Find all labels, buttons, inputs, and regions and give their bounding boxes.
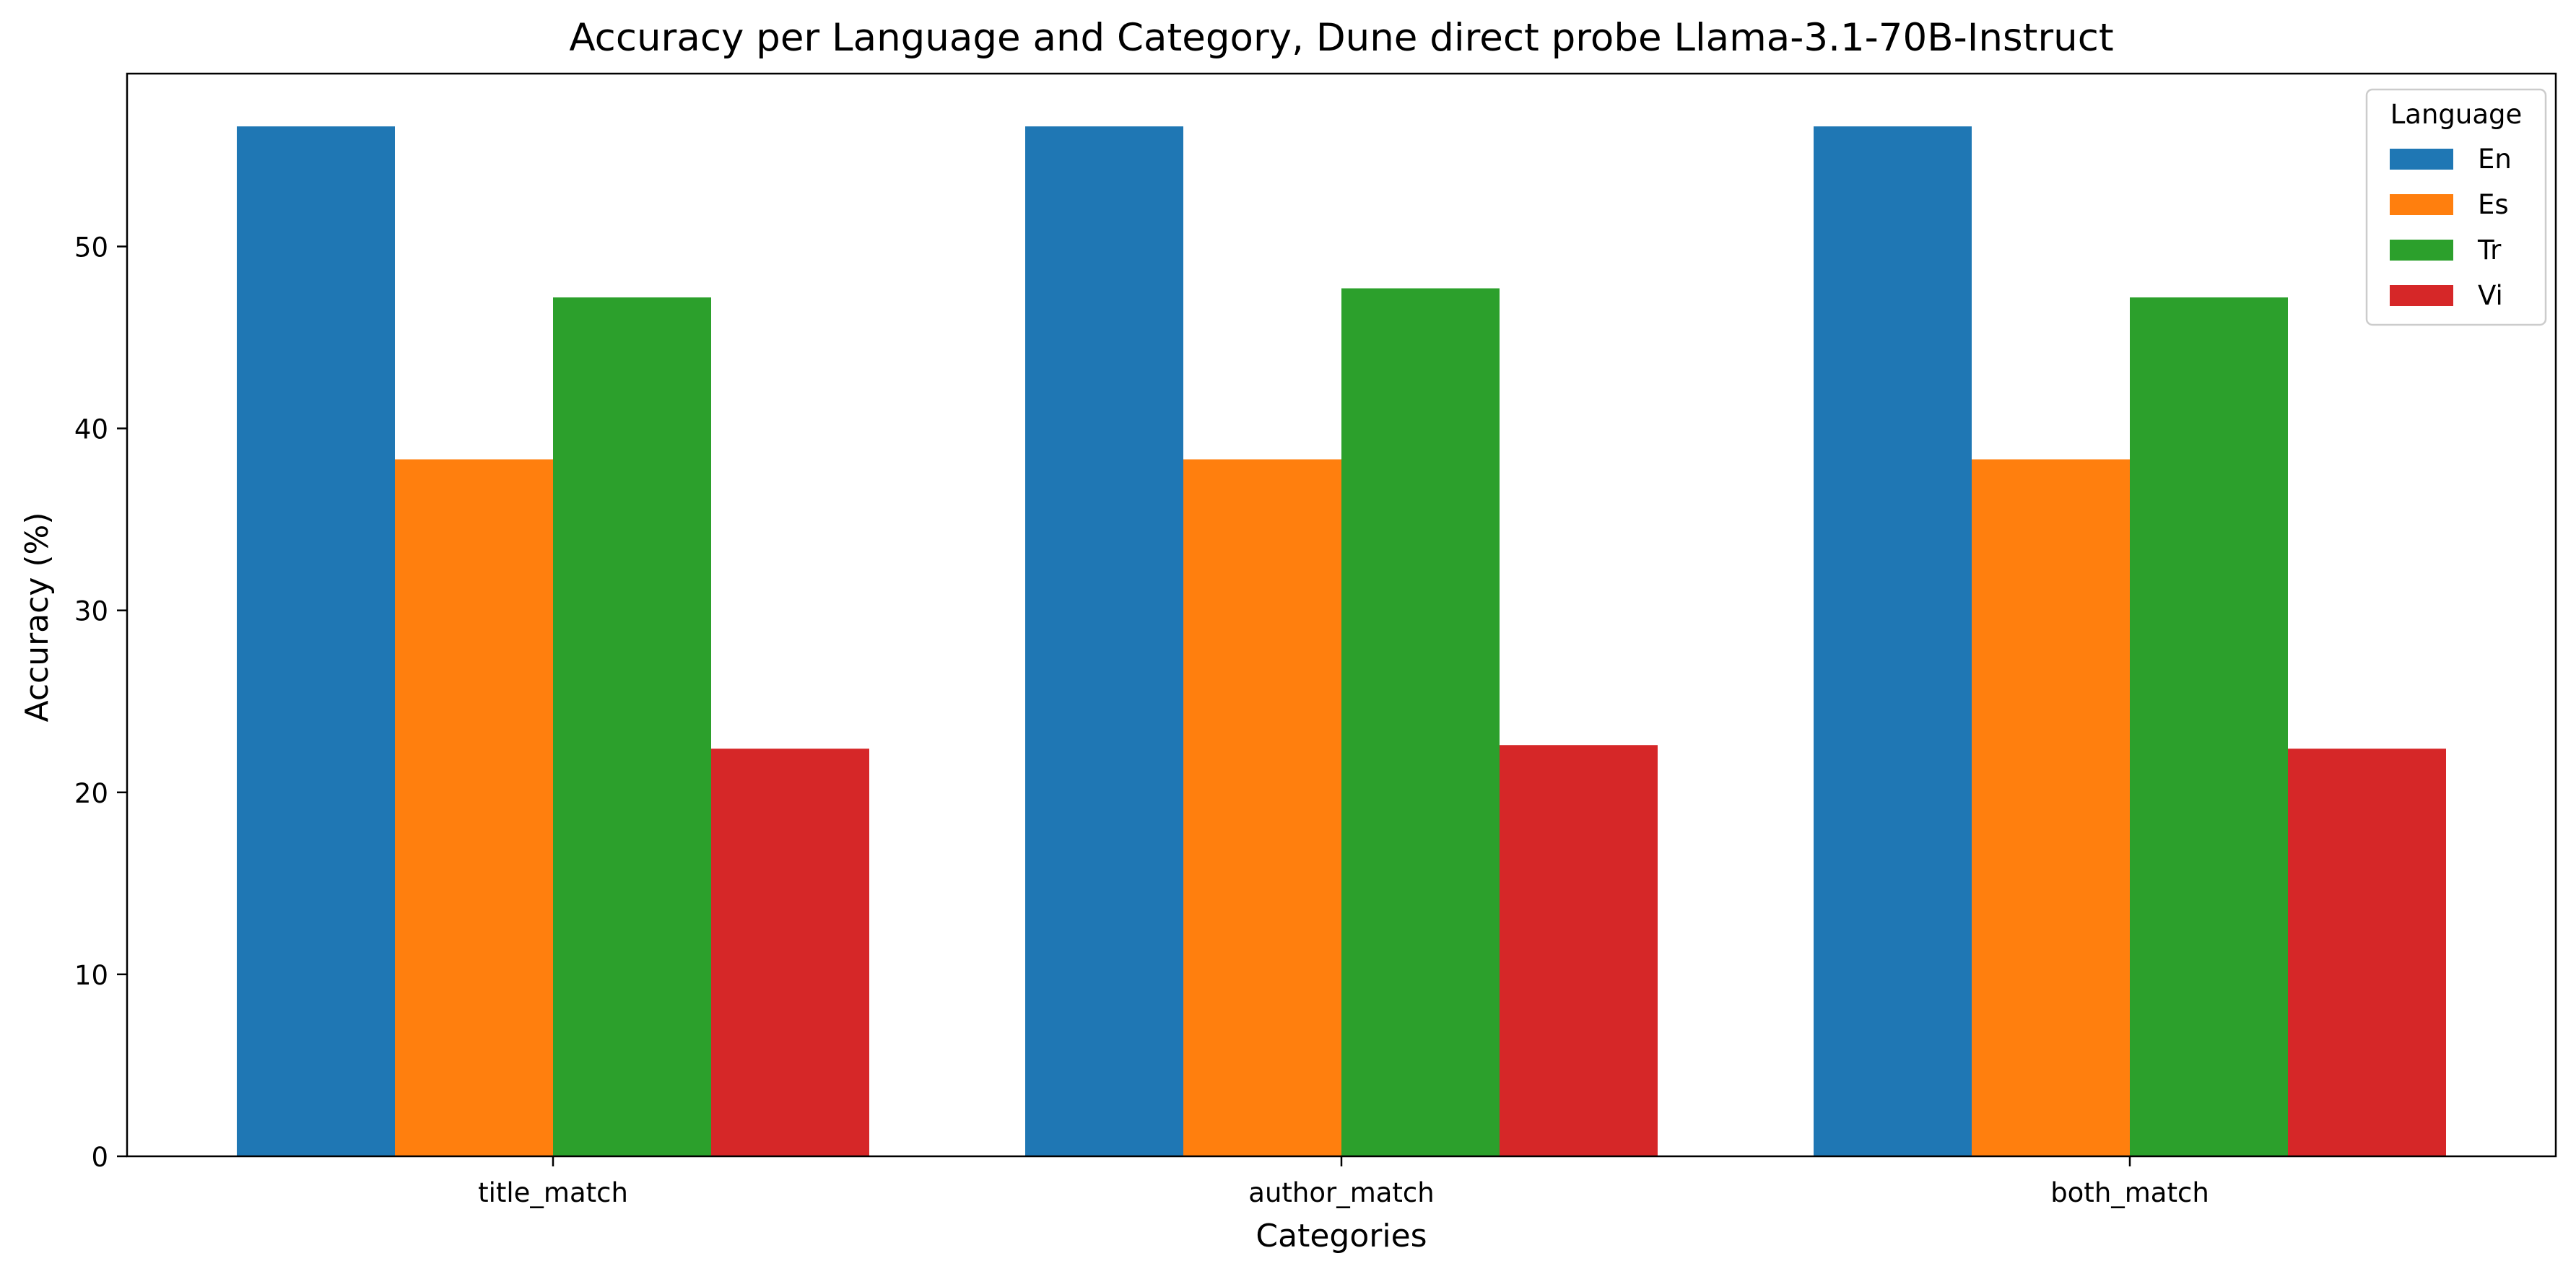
legend-swatch-es: [2390, 194, 2453, 215]
legend-swatch-vi: [2390, 285, 2453, 306]
y-tick-label: 0: [91, 1142, 108, 1173]
bars-layer: [237, 126, 2446, 1157]
legend-label-es: Es: [2478, 189, 2509, 220]
x-tick-label: title_match: [478, 1177, 628, 1208]
bar-tr-author_match: [1341, 288, 1500, 1156]
bar-vi-both_match: [2288, 748, 2446, 1156]
bar-en-author_match: [1025, 126, 1183, 1156]
axes-layer: 0 10 20 30 40 50 title_match author_match both_m…: [74, 72, 2557, 1208]
chart-title: Accuracy per Language and Category, Dune…: [569, 16, 2113, 60]
bar-es-both_match: [1972, 459, 2130, 1156]
legend-title: Language: [2390, 99, 2523, 130]
y-tick-label: 10: [74, 960, 108, 991]
bar-es-author_match: [1183, 459, 1341, 1156]
bar-es-title_match: [395, 459, 553, 1156]
y-tick-label: 40: [74, 414, 108, 445]
x-tick-label: both_match: [2050, 1177, 2209, 1208]
x-tick-label: author_match: [1248, 1177, 1434, 1208]
legend-label-vi: Vi: [2478, 280, 2503, 311]
y-tick-label: 20: [74, 778, 108, 809]
y-tick-label: 30: [74, 596, 108, 627]
y-axis-label: Accuracy (%): [19, 512, 56, 722]
legend-label-tr: Tr: [2477, 235, 2502, 266]
x-axis-label: Categories: [1256, 1218, 1427, 1254]
legend-box: [2365, 88, 2547, 326]
bar-vi-title_match: [711, 748, 869, 1156]
legend-swatch-tr: [2390, 240, 2453, 261]
bar-en-both_match: [1814, 126, 1972, 1156]
y-tick-label: 50: [74, 232, 108, 263]
bar-en-title_match: [237, 126, 395, 1156]
bar-tr-both_match: [2130, 297, 2288, 1157]
legend-label-en: En: [2478, 144, 2512, 175]
bar-tr-title_match: [553, 297, 711, 1157]
bar-vi-author_match: [1500, 745, 1658, 1156]
legend-swatch-en: [2390, 149, 2453, 170]
legend: Language En Es Tr Vi: [2365, 88, 2547, 326]
